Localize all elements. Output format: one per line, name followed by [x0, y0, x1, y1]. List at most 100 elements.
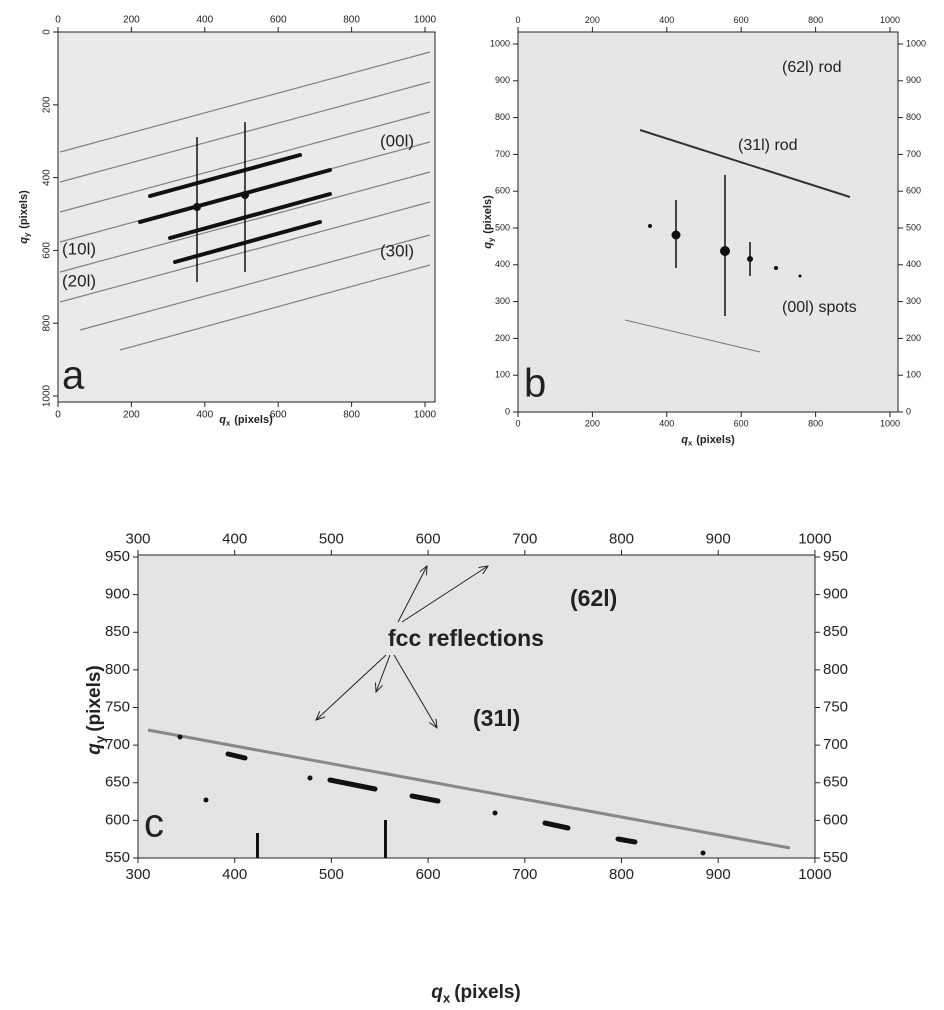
label-symbol: q [18, 237, 30, 244]
y-right-tick-label: 400 [906, 259, 921, 269]
label-unit: (pixels) [696, 434, 735, 446]
x-tick-label: 300 [125, 866, 150, 883]
x-top-tick-label: 600 [270, 15, 287, 26]
x-tick-label: 700 [512, 866, 537, 883]
xlabel-label: qx (pixels) [431, 982, 521, 1005]
y-right-tick-label: 900 [906, 75, 921, 85]
y-tick-label: 750 [105, 698, 130, 715]
label-subscript: y [92, 735, 107, 743]
panel-a-image [57, 31, 436, 403]
y-right-tick-label: 900 [823, 586, 848, 603]
label-subscript: x [226, 418, 231, 427]
y-tick-label: 1000 [42, 384, 53, 407]
y-right-tick-label: 300 [906, 296, 921, 306]
y-tick-label: 400 [495, 259, 510, 269]
panel-letter: a [62, 354, 85, 398]
y-tick-label: 700 [495, 149, 510, 159]
y-tick-label: 100 [495, 370, 510, 380]
y-tick-label: 600 [105, 811, 130, 828]
y-right-tick-label: 650 [823, 774, 848, 791]
x-tick-label: 600 [734, 419, 749, 429]
x-top-tick-label: 500 [319, 530, 344, 547]
y-right-tick-label: 800 [906, 112, 921, 122]
x-top-tick-label: 800 [343, 15, 360, 26]
x-tick-label: 900 [706, 866, 731, 883]
x-tick-label: 400 [222, 866, 247, 883]
annotation: (00l) [380, 131, 414, 150]
label-unit: (pixels) [454, 982, 521, 1003]
x-tick-label: 0 [55, 410, 61, 421]
y-tick-label: 0 [42, 29, 53, 35]
y-tick-label: 850 [105, 623, 130, 640]
x-tick-label: 1000 [798, 866, 831, 883]
x-top-tick-label: 400 [196, 15, 213, 26]
x-top-tick-label: 1000 [880, 15, 900, 25]
y-tick-label: 0 [505, 406, 510, 416]
x-tick-label: 200 [585, 419, 600, 429]
x-tick-label: 400 [659, 419, 674, 429]
ylabel-label: qy (pixels) [84, 665, 107, 755]
x-tick-label: 1000 [414, 410, 437, 421]
y-right-tick-label: 750 [823, 698, 848, 715]
y-tick-label: 800 [105, 661, 130, 678]
x-top-tick-label: 600 [734, 15, 749, 25]
panel-b-image [517, 31, 899, 413]
y-tick-label: 800 [42, 314, 53, 331]
y-tick-label: 800 [495, 112, 510, 122]
annotation: (31l) [473, 705, 520, 731]
y-tick-label: 700 [105, 736, 130, 753]
y-tick-label: 200 [495, 333, 510, 343]
y-tick-label: 900 [105, 586, 130, 603]
x-tick-label: 0 [515, 419, 520, 429]
y-right-tick-label: 600 [823, 811, 848, 828]
x-tick-label: 1000 [880, 419, 900, 429]
x-top-tick-label: 300 [125, 530, 150, 547]
label-symbol: q [482, 242, 494, 249]
y-right-tick-label: 950 [823, 548, 848, 565]
label-subscript: y [22, 232, 31, 237]
annotation: (62l) rod [782, 59, 842, 76]
label-unit: (pixels) [18, 190, 30, 229]
x-tick-label: 600 [416, 866, 441, 883]
y-tick-label: 200 [42, 96, 53, 113]
annotation: (00l) spots [782, 299, 857, 316]
label-symbol: q [681, 434, 688, 446]
panel-letter: c [144, 802, 164, 846]
label-subscript: x [688, 438, 693, 447]
x-top-tick-label: 700 [512, 530, 537, 547]
y-tick-label: 650 [105, 774, 130, 791]
annotation: (20l) [62, 271, 96, 290]
y-right-tick-label: 550 [823, 849, 848, 866]
annotation: fcc reflections [388, 625, 544, 651]
x-tick-label: 500 [319, 866, 344, 883]
y-tick-label: 600 [495, 186, 510, 196]
label-subscript: y [486, 237, 495, 242]
x-tick-label: 400 [196, 410, 213, 421]
x-top-tick-label: 800 [808, 15, 823, 25]
y-right-tick-label: 700 [823, 736, 848, 753]
y-right-tick-label: 800 [823, 661, 848, 678]
y-right-tick-label: 600 [906, 186, 921, 196]
x-top-tick-label: 200 [123, 15, 140, 26]
label-unit: (pixels) [482, 195, 494, 234]
y-right-tick-label: 200 [906, 333, 921, 343]
y-tick-label: 300 [495, 296, 510, 306]
ylabel-label: qy (pixels) [18, 190, 31, 244]
xlabel-label: qx (pixels) [681, 434, 735, 447]
y-tick-label: 950 [105, 548, 130, 565]
y-right-tick-label: 850 [823, 623, 848, 640]
x-top-tick-label: 0 [515, 15, 520, 25]
x-top-tick-label: 400 [659, 15, 674, 25]
label-symbol: q [431, 982, 443, 1003]
annotation: (62l) [570, 585, 617, 611]
xlabel-label: qx (pixels) [219, 414, 273, 427]
x-top-tick-label: 1000 [414, 15, 437, 26]
label-subscript: x [443, 990, 451, 1005]
x-top-tick-label: 1000 [798, 530, 831, 547]
x-tick-label: 200 [123, 410, 140, 421]
panel-letter: b [524, 362, 546, 406]
y-tick-label: 550 [105, 849, 130, 866]
label-symbol: q [84, 743, 105, 755]
panel-c-image [137, 554, 816, 859]
